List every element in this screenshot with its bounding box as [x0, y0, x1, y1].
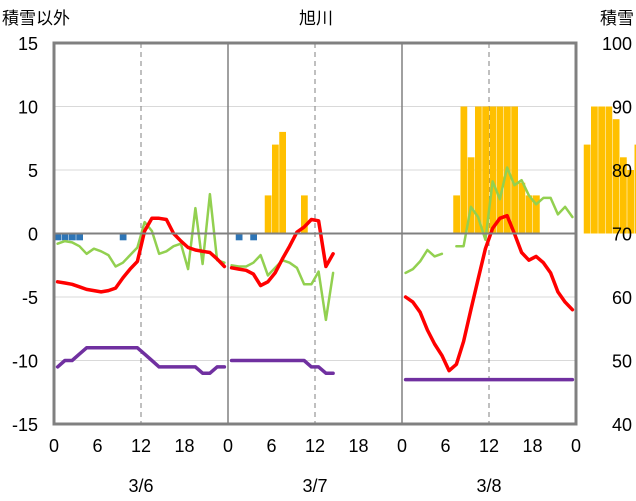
left-tick-label: 0 [28, 225, 38, 245]
snowfall-bar [301, 195, 308, 234]
left-tick-label: 15 [18, 34, 38, 54]
snowfall-bar [605, 106, 613, 234]
hour-tick-label: 0 [397, 436, 407, 456]
precip-bar [54, 233, 62, 241]
hour-tick-label: 6 [266, 436, 276, 456]
hour-tick-label: 0 [49, 436, 59, 456]
precip-bar [250, 233, 257, 241]
wind-line [230, 253, 335, 322]
hour-tick-label: 12 [305, 436, 325, 456]
right-tick-label: 80 [612, 161, 632, 181]
precip-bar [235, 233, 243, 241]
snowfall-bar [482, 106, 489, 234]
snowfall-bar [598, 106, 605, 234]
lines-layer [55, 166, 575, 382]
snowfall-bar [591, 106, 598, 234]
right-axis-label: 積雪 [600, 9, 634, 29]
snowfall-bar [489, 106, 497, 234]
right-tick-label: 60 [612, 288, 632, 308]
day-label: 3/8 [476, 476, 501, 496]
snowfall-bar [453, 195, 460, 234]
right-tick-label: 90 [612, 98, 632, 118]
hour-tick-label: 0 [571, 436, 581, 456]
temperature-line [55, 216, 227, 294]
snowfall-bar [634, 144, 636, 234]
hour-tick-label: 18 [174, 436, 194, 456]
snowfall-bar [627, 170, 634, 234]
snowfall-bar [467, 157, 475, 234]
hour-tick-label: 6 [92, 436, 102, 456]
snowfall-bar [533, 195, 540, 234]
bars-layer [54, 106, 636, 241]
precip-bar [61, 233, 69, 241]
snowfall-bar [279, 131, 286, 234]
snowfall-bar [460, 106, 468, 234]
snowfall-bar [612, 119, 620, 234]
hour-tick-label: 6 [440, 436, 450, 456]
right-tick-label: 40 [612, 415, 632, 435]
wind-line [404, 248, 444, 275]
precip-bar [76, 233, 83, 241]
right-tick-label: 100 [602, 34, 632, 54]
left-tick-label: -10 [12, 352, 38, 372]
day-label: 3/6 [128, 476, 153, 496]
left-tick-label: 5 [28, 161, 38, 181]
hour-tick-label: 18 [522, 436, 542, 456]
right-tick-label: 70 [612, 225, 632, 245]
wind-line [56, 192, 226, 271]
hour-tick-label: 0 [223, 436, 233, 456]
hour-tick-label: 18 [348, 436, 368, 456]
wind-line [455, 166, 574, 248]
temperature-line [403, 213, 575, 373]
snow-depth-line [55, 346, 227, 375]
snowfall-bar [525, 195, 533, 234]
snowfall-bar [272, 144, 279, 234]
snow-depth-line [229, 358, 335, 375]
snowfall-bar [518, 182, 526, 234]
left-tick-label: -15 [12, 415, 38, 435]
left-tick-label: 10 [18, 98, 38, 118]
precip-bar [69, 233, 76, 241]
snowfall-bar [511, 106, 518, 234]
precip-bar [119, 233, 127, 241]
right-tick-label: 50 [612, 352, 632, 372]
chart-title: 旭川 [299, 9, 333, 29]
snowfall-bar [475, 106, 482, 234]
left-tick-label: -5 [22, 288, 38, 308]
snowfall-bar [264, 195, 272, 234]
hour-tick-label: 12 [131, 436, 151, 456]
day-label: 3/7 [302, 476, 327, 496]
left-axis-label: 積雪以外 [2, 9, 70, 29]
hour-tick-label: 12 [479, 436, 499, 456]
temperature-line [229, 217, 335, 288]
snowfall-bar [583, 144, 591, 234]
snowfall-bar [620, 157, 627, 234]
snowfall-bar [496, 106, 504, 234]
